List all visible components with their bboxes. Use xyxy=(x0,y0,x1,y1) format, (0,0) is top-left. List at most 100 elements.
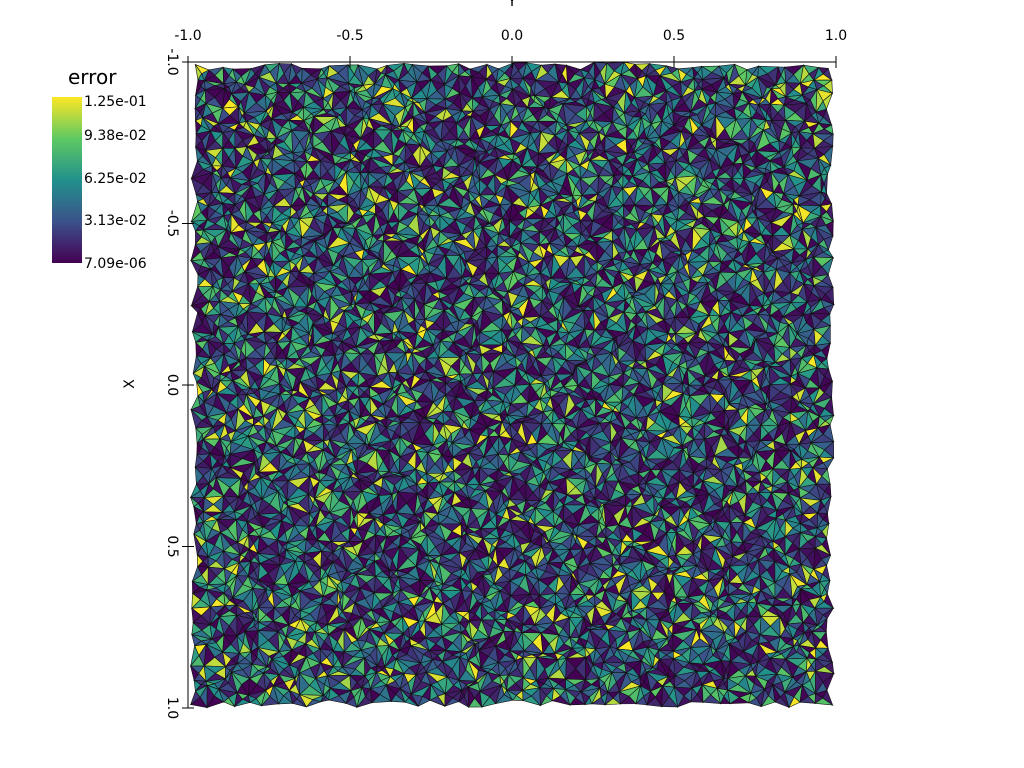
mesh-cell xyxy=(634,63,643,80)
mesh-cell xyxy=(659,65,672,77)
mesh-cell xyxy=(593,101,604,122)
mesh-cell xyxy=(230,81,241,95)
mesh-cell xyxy=(412,101,421,118)
mesh-cell xyxy=(677,68,687,83)
mesh-cell xyxy=(620,74,631,92)
mesh-cell xyxy=(472,97,480,113)
mesh-cell xyxy=(715,115,726,141)
mesh-cell xyxy=(322,97,329,111)
mesh-cell xyxy=(217,123,230,134)
mesh-cell xyxy=(259,110,269,125)
mesh-cell xyxy=(244,84,255,93)
mesh-cell xyxy=(426,78,438,100)
mesh-cell xyxy=(637,117,645,140)
mesh-cell xyxy=(757,76,768,100)
mesh-cell xyxy=(202,117,214,132)
mesh-cell xyxy=(485,63,493,80)
mesh-cell xyxy=(585,105,591,122)
mesh-cell xyxy=(231,93,242,108)
mesh-cell xyxy=(244,68,256,85)
mesh-cell xyxy=(701,88,711,106)
mesh-cell xyxy=(534,64,549,82)
mesh-cell xyxy=(470,76,479,100)
mesh-cell xyxy=(354,84,367,93)
mesh-cell xyxy=(346,106,355,128)
mesh-cell xyxy=(399,106,409,127)
mesh-cell xyxy=(354,92,366,111)
mesh-cell xyxy=(701,79,712,90)
mesh-cell xyxy=(412,115,421,135)
mesh-cell xyxy=(469,68,480,78)
mesh-cell xyxy=(368,117,383,131)
mesh-cell xyxy=(547,96,559,111)
mesh-cell xyxy=(440,120,450,142)
mesh-cell xyxy=(326,77,341,94)
mesh-cell xyxy=(661,102,670,122)
mesh-cell xyxy=(330,115,341,132)
mesh-cell xyxy=(692,66,699,80)
mesh-cell xyxy=(385,74,395,90)
mesh-cell xyxy=(688,111,699,118)
mesh-cell xyxy=(499,102,508,126)
mesh-cell xyxy=(331,91,341,111)
mesh-cell xyxy=(458,62,466,77)
mesh-cell xyxy=(562,98,577,105)
mesh-cell xyxy=(593,120,603,133)
mesh-cell xyxy=(634,77,644,98)
mesh-cell xyxy=(521,106,534,123)
mesh-cell xyxy=(424,112,436,124)
mesh-cell xyxy=(243,112,255,122)
mesh-cell xyxy=(399,126,409,131)
mesh-cell xyxy=(512,88,522,107)
mesh-cell xyxy=(424,98,437,114)
mesh-cell xyxy=(344,125,355,136)
mesh-cell xyxy=(195,120,202,135)
mesh-cell xyxy=(580,97,589,108)
mesh-cell xyxy=(783,96,796,106)
mesh-cell xyxy=(313,109,328,117)
mesh-cell xyxy=(565,124,576,131)
mesh-cell xyxy=(459,93,468,112)
mesh-cell xyxy=(801,94,811,104)
mesh-cell xyxy=(312,115,325,135)
mesh-cell xyxy=(745,68,753,86)
mesh-cell xyxy=(604,62,615,86)
mesh-cell xyxy=(732,92,740,110)
mesh-cell xyxy=(581,76,589,99)
mesh-cell xyxy=(758,97,767,106)
mesh-cell xyxy=(360,116,368,139)
mesh-cell xyxy=(554,120,562,137)
mesh-cell xyxy=(442,107,453,122)
mesh-cell xyxy=(411,63,423,83)
mesh-cell xyxy=(813,66,824,81)
mesh-cell xyxy=(495,81,506,96)
mesh-cell xyxy=(620,61,630,76)
mesh-cell xyxy=(469,116,477,141)
mesh-cell xyxy=(566,64,576,85)
mesh-cell xyxy=(370,98,381,106)
mesh-cell xyxy=(456,110,466,124)
mesh-cell xyxy=(222,66,230,85)
mesh-cell xyxy=(701,104,711,126)
mesh-cell xyxy=(730,118,743,141)
mesh-cell xyxy=(444,64,453,85)
mesh-cell xyxy=(410,81,422,100)
mesh-cell xyxy=(509,77,520,90)
mesh-cell xyxy=(715,91,726,104)
mesh-cell xyxy=(748,117,758,140)
mesh-cell xyxy=(204,89,216,104)
mesh-cell xyxy=(347,63,355,85)
mesh-cell xyxy=(481,78,492,98)
mesh-cell xyxy=(815,111,824,124)
mesh-cell xyxy=(273,91,285,105)
mesh-cell xyxy=(258,76,270,96)
mesh-cell xyxy=(317,78,326,99)
mesh-cell xyxy=(815,88,824,114)
mesh-cell xyxy=(317,68,325,80)
mesh-cell xyxy=(400,92,409,109)
mesh-cell xyxy=(194,107,201,122)
mesh-cell xyxy=(770,84,781,90)
mesh-cell xyxy=(718,65,727,79)
mesh-cell xyxy=(478,125,492,140)
mesh-cell xyxy=(496,124,506,136)
